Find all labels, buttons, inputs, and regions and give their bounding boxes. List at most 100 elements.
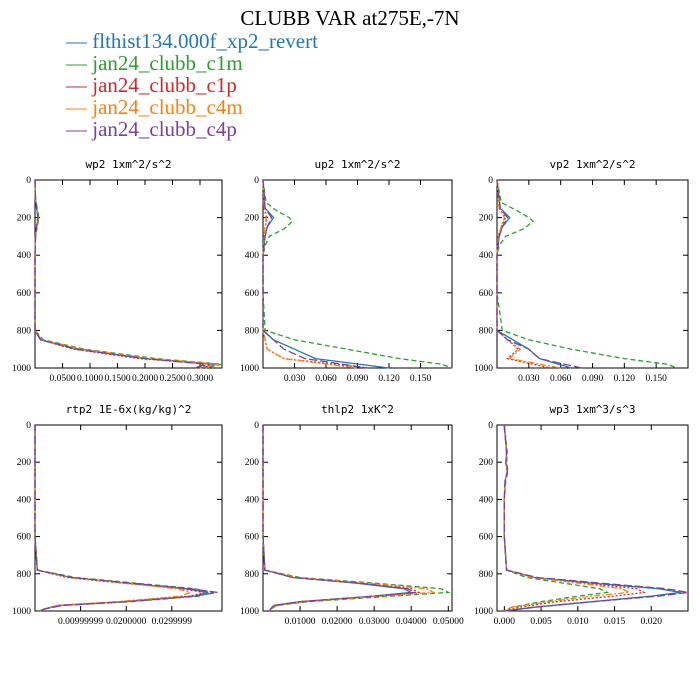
series-line-2: [34, 179, 223, 369]
y-tick-label: 800: [479, 326, 494, 336]
y-tick-label: 200: [479, 214, 494, 224]
chart-title: CLUBB VAR at275E,-7N: [240, 6, 460, 30]
series-line-4: [262, 425, 436, 611]
series-line-1: [262, 179, 390, 369]
y-tick-label: 800: [245, 570, 260, 580]
x-tick-label: 0.03000: [359, 617, 390, 627]
x-tick-label: 0.005: [530, 617, 552, 627]
legend-label: jan24_clubb_c1p: [92, 73, 237, 97]
x-tick-label: 0.01000: [285, 617, 316, 627]
y-tick-label: 800: [17, 326, 32, 336]
y-tick-label: 800: [479, 570, 494, 580]
legend-item: — jan24_clubb_c1p: [66, 73, 237, 97]
y-tick-label: 0: [26, 421, 31, 431]
y-tick-label: 1000: [240, 364, 259, 374]
series-line-5: [496, 179, 583, 369]
plot-frame: [496, 179, 689, 369]
series-line-1: [34, 179, 217, 369]
x-tick-label: 0.090: [347, 374, 369, 384]
x-tick-label: 0.090: [582, 374, 604, 384]
x-tick-label: 0.02000: [322, 617, 353, 627]
series-line-3: [262, 425, 421, 611]
series-line-5: [34, 179, 206, 369]
legend: — flthist134.000f_xp2_revert — jan24_clu…: [66, 30, 318, 140]
series-line-5: [262, 179, 369, 369]
x-tick-label: 0.015: [604, 617, 626, 627]
y-tick-label: 600: [245, 289, 260, 299]
legend-label: flthist134.000f_xp2_revert: [92, 29, 318, 53]
x-tick-label: 0.0500: [49, 374, 75, 384]
plot-frame: [262, 179, 453, 369]
panel-title: wp2 1xm^2/s^2: [85, 158, 171, 171]
legend-item: — flthist134.000f_xp2_revert: [66, 29, 318, 53]
series-line-3: [262, 179, 369, 369]
x-tick-label: 0.0200000: [106, 617, 147, 627]
series-line-5: [503, 424, 689, 612]
y-tick-label: 800: [17, 570, 32, 580]
y-tick-label: 200: [245, 458, 260, 468]
x-tick-label: 0.04000: [396, 617, 427, 627]
series-line-1: [262, 425, 414, 611]
x-tick-label: 0.030: [284, 374, 306, 384]
legend-item: — jan24_clubb_c1m: [66, 51, 243, 75]
y-tick-label: 600: [245, 533, 260, 543]
y-tick-label: 400: [17, 495, 32, 505]
x-tick-label: 0.2000: [132, 374, 158, 384]
series-line-4: [496, 179, 561, 369]
y-tick-label: 600: [17, 533, 32, 543]
series-line-3: [496, 179, 551, 369]
legend-label: jan24_clubb_c4m: [92, 95, 243, 119]
panel-title: up2 1xm^2/s^2: [314, 158, 400, 171]
series-line-3: [34, 179, 212, 369]
series-line-4: [262, 179, 358, 369]
y-tick-label: 0: [488, 176, 493, 186]
series-line-2: [262, 179, 453, 369]
plot-frame: [496, 424, 689, 612]
x-tick-label: 0.2500: [159, 374, 185, 384]
x-tick-label: 0.00999999: [58, 617, 103, 627]
panel-title: wp3 1xm^3/s^3: [549, 403, 635, 416]
legend-label: jan24_clubb_c1m: [92, 51, 243, 75]
y-tick-label: 400: [245, 495, 260, 505]
y-tick-label: 1000: [12, 607, 31, 617]
y-tick-label: 400: [479, 251, 494, 261]
x-tick-label: 0.010: [567, 617, 589, 627]
y-tick-label: 0: [26, 176, 31, 186]
x-tick-label: 0.05000: [433, 617, 464, 627]
y-tick-label: 600: [479, 289, 494, 299]
y-tick-label: 200: [479, 458, 494, 468]
series-line-3: [503, 424, 647, 612]
panel-title: vp2 1xm^2/s^2: [549, 158, 635, 171]
x-tick-label: 0.0299999: [152, 617, 193, 627]
y-tick-label: 600: [479, 533, 494, 543]
series-line-4: [34, 179, 220, 369]
series-line-5: [262, 425, 418, 611]
series-line-4: [503, 424, 632, 612]
x-tick-label: 0.020: [641, 617, 663, 627]
y-tick-label: 400: [17, 251, 32, 261]
plot-frame: [34, 179, 223, 369]
x-tick-label: 0.3000: [187, 374, 213, 384]
series-line-4: [34, 425, 193, 612]
y-tick-label: 0: [254, 176, 259, 186]
x-tick-label: 0.150: [645, 374, 667, 384]
y-tick-label: 400: [479, 495, 494, 505]
x-tick-label: 0.150: [410, 374, 432, 384]
y-tick-label: 200: [17, 214, 32, 224]
y-tick-label: 400: [245, 251, 260, 261]
y-tick-label: 200: [17, 458, 32, 468]
x-tick-label: 0.060: [550, 374, 572, 384]
series-line-1: [503, 424, 681, 612]
x-tick-label: 0.030: [518, 374, 540, 384]
y-tick-label: 600: [17, 289, 32, 299]
series-line-3: [34, 425, 204, 612]
legend-item: — jan24_clubb_c4m: [66, 95, 243, 119]
y-tick-label: 0: [488, 421, 493, 431]
y-tick-label: 0: [254, 421, 259, 431]
panel-title: rtp2 1E-6x(kg/kg)^2: [66, 403, 192, 416]
legend-label: jan24_clubb_c4p: [92, 117, 237, 141]
series-line-2: [503, 424, 610, 612]
x-tick-label: 0.120: [614, 374, 636, 384]
legend-item: — jan24_clubb_c4p: [66, 117, 237, 141]
